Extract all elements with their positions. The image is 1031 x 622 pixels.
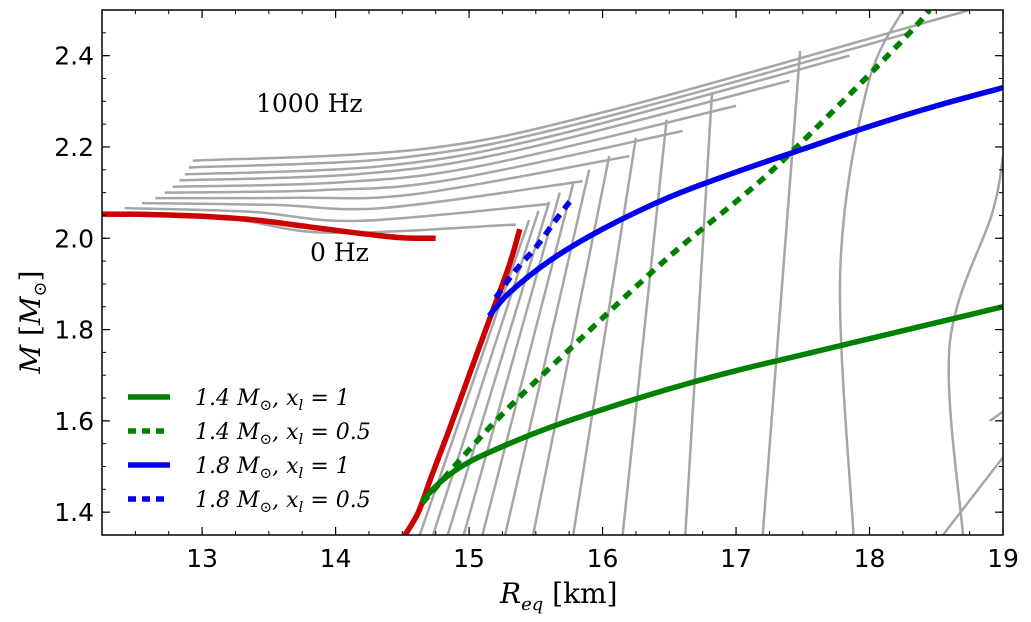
x-tick-label: 17 — [720, 544, 752, 573]
x-axis-title: Req [km] — [499, 577, 618, 615]
mass-curve — [941, 456, 1003, 535]
frequency-curve — [155, 154, 630, 200]
y-tick-label: 2.4 — [54, 42, 94, 71]
mass-curve — [838, 10, 905, 535]
mass-curve — [418, 219, 531, 535]
mass-curve — [503, 169, 591, 535]
x-tick-label: 18 — [854, 544, 886, 573]
frequency-curve — [192, 10, 970, 162]
y-axis-title: M [M⊙] — [14, 270, 51, 374]
legend-label-2: 1.8 M⊙, xl = 1 — [195, 454, 350, 482]
series-line-1 — [402, 228, 523, 535]
x-tick-label: 16 — [587, 544, 619, 573]
mass-curve — [481, 183, 575, 535]
plot-frame — [101, 9, 1004, 536]
mass-curve — [431, 210, 540, 535]
frequency-curve — [124, 202, 550, 223]
legend-label-3: 1.8 M⊙, xl = 0.5 — [195, 488, 371, 516]
frequency-curve — [188, 31, 910, 169]
series-line-5 — [493, 195, 576, 300]
annotation-1000hz: 1000 Hz — [256, 89, 363, 118]
y-tick-label: 1.8 — [54, 316, 94, 345]
mass-curve — [531, 155, 611, 535]
y-tick-label: 2.0 — [54, 224, 94, 253]
series-line-2 — [420, 304, 1003, 503]
frequency-curve — [184, 54, 850, 176]
frequency-curve — [164, 129, 683, 194]
y-tick-label: 1.6 — [54, 407, 94, 436]
series-line-3 — [420, 10, 932, 505]
x-tick-label: 14 — [320, 544, 352, 573]
frequency-curve — [172, 104, 737, 188]
x-tick-label: 15 — [453, 544, 485, 573]
series-group — [102, 10, 1003, 535]
legend-label-0: 1.4 M⊙, xl = 1 — [195, 386, 350, 414]
x-tick-label: 13 — [186, 544, 218, 573]
tick-labels-group: 13 14 15 16 17 18 19 1.4 1.6 1.8 2.0 2.2 2.4 — [54, 42, 1019, 573]
mass-curve — [684, 92, 714, 535]
annotation-0hz: 0 Hz — [310, 238, 369, 267]
frequency-curve — [141, 179, 583, 211]
legend-label-1: 1.4 M⊙, xl = 0.5 — [195, 420, 371, 448]
y-tick-label: 1.4 — [54, 498, 94, 527]
mass-curve — [761, 51, 802, 535]
ticks-group — [101, 9, 1004, 536]
mass-curve — [446, 201, 551, 535]
series-line-0 — [102, 211, 436, 242]
mass-curve — [947, 155, 1003, 535]
frequency-curve — [179, 79, 790, 182]
y-tick-label: 2.2 — [54, 133, 94, 162]
mass-curve — [988, 410, 1003, 422]
mass-curve — [621, 119, 668, 535]
x-tick-label: 19 — [987, 544, 1019, 573]
legend: 1.4 M⊙, xl = 1 1.4 M⊙, xl = 0.5 1.8 M⊙, xl… — [128, 386, 371, 516]
series-line-4 — [486, 84, 1003, 318]
